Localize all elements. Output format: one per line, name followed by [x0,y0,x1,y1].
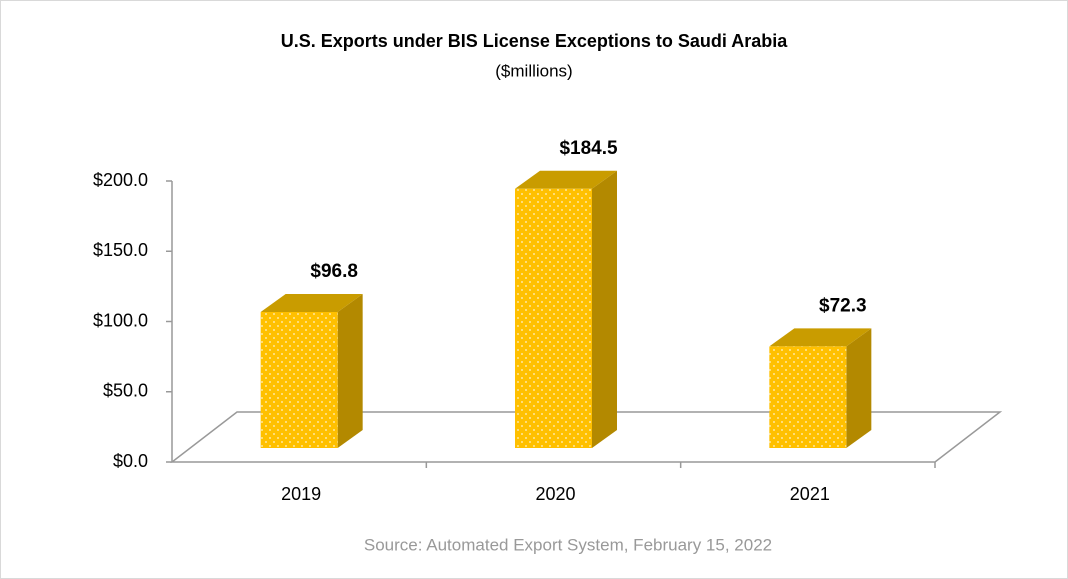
x-tick-label: 2021 [790,484,830,504]
bar-texture [769,346,847,448]
x-tick-label: 2020 [535,484,575,504]
y-tick-label: $150.0 [93,240,148,260]
bar-side [592,170,617,448]
x-tick-label: 2019 [281,484,321,504]
y-tick-label: $200.0 [93,170,148,190]
y-tick-label: $50.0 [103,381,148,401]
value-label: $184.5 [559,138,618,159]
value-label: $72.3 [819,295,867,316]
bar-top [260,293,363,312]
bar-texture [515,188,592,448]
source-note: Source: Automated Export System, Februar… [364,535,772,554]
bar-texture [260,311,338,448]
chart-subtitle: ($millions) [495,61,572,80]
chart-title: U.S. Exports under BIS License Exception… [281,31,788,51]
bar-top [769,328,872,347]
y-tick-label: $0.0 [113,451,148,471]
bar-side [846,328,872,448]
bar-side [337,293,363,448]
value-label: $96.8 [310,261,358,282]
y-tick-label: $100.0 [93,310,148,330]
bar-top [515,170,617,189]
